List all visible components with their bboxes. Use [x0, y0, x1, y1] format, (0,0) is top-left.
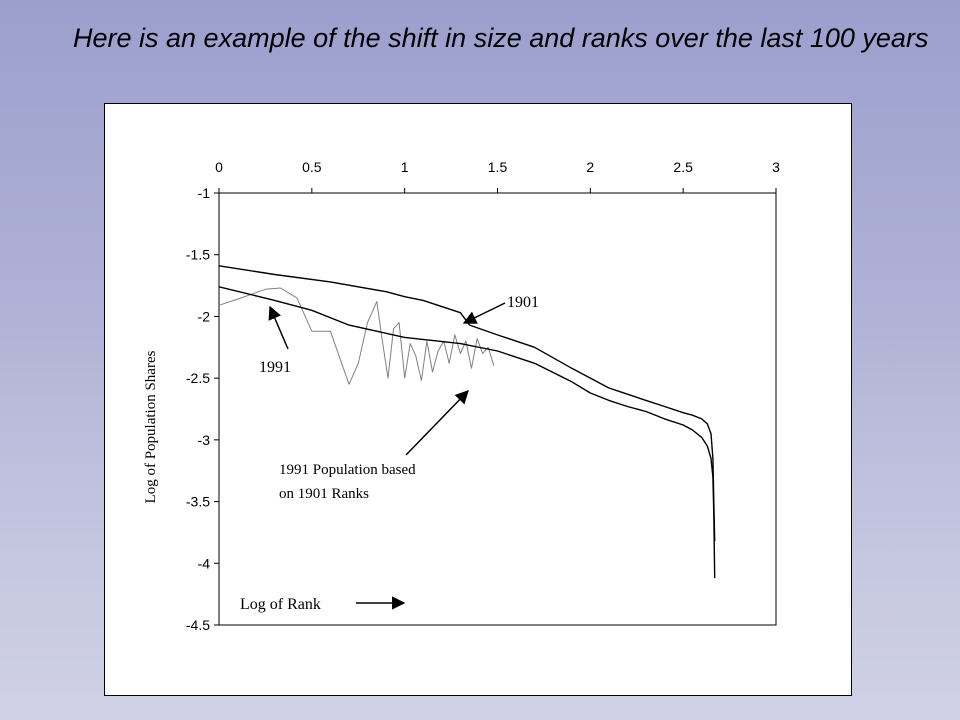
annotation-rebased-arrow: [405, 390, 469, 456]
x-tick-label: 1: [401, 159, 409, 175]
annotation-1901-arrow: [462, 302, 506, 324]
x-tick-label: 1.5: [488, 159, 508, 175]
y-tick-label: -1: [198, 185, 211, 201]
annotation-rebased-line-2: on 1901 Ranks: [279, 486, 369, 502]
x-tick-label: 3: [772, 159, 780, 175]
y-tick-label: -3: [198, 432, 211, 448]
y-tick-label: -1.5: [186, 247, 210, 263]
y-tick-label: -4: [198, 555, 211, 571]
annotation-rebased: 1991 Population based on 1901 Ranks: [279, 462, 419, 502]
y-tick-label: -2.5: [186, 370, 210, 386]
y-tick-label: -3.5: [186, 494, 210, 510]
series-line-1901: [218, 265, 716, 542]
annotation-1991: 1991: [259, 359, 291, 376]
x-tick-label: 0: [215, 159, 223, 175]
x-tick-label: 2: [586, 159, 594, 175]
y-tick-label: -4.5: [186, 617, 210, 633]
annotation-1991-arrow: [268, 305, 289, 350]
series-line-1991-population-based-on-1901-ranks: [218, 287, 495, 385]
x-axis-label: Log of Rank: [240, 596, 321, 613]
y-axis: -1 -1.5 -2 -2.5 -3 -3.5 -4 -4.5: [186, 185, 219, 633]
plot-area: [218, 192, 777, 626]
y-axis-label: Log of Population Shares: [143, 350, 159, 503]
x-tick-label: 0.5: [302, 159, 322, 175]
chart-svg: 0 0.5 1 1.5 2 2.5 3 -1 -1.5 -2 -2.5 -3 -3.5 -4 -4.5 L…: [143, 159, 780, 633]
annotation-1901: 1901: [507, 294, 539, 311]
annotation-rebased-line-1: 1991 Population based: [279, 462, 416, 478]
y-tick-label: -2: [198, 308, 211, 324]
chart-panel: 0 0.5 1 1.5 2 2.5 3 -1 -1.5 -2 -2.5 -3 -3.5 -4 -4.5 L…: [104, 103, 852, 696]
series-layer: [218, 265, 716, 579]
series-line-1991: [218, 286, 716, 579]
x-tick-label: 2.5: [673, 159, 693, 175]
slide-title: Here is an example of the shift in size …: [73, 23, 929, 53]
x-axis: 0 0.5 1 1.5 2 2.5 3: [215, 159, 780, 193]
